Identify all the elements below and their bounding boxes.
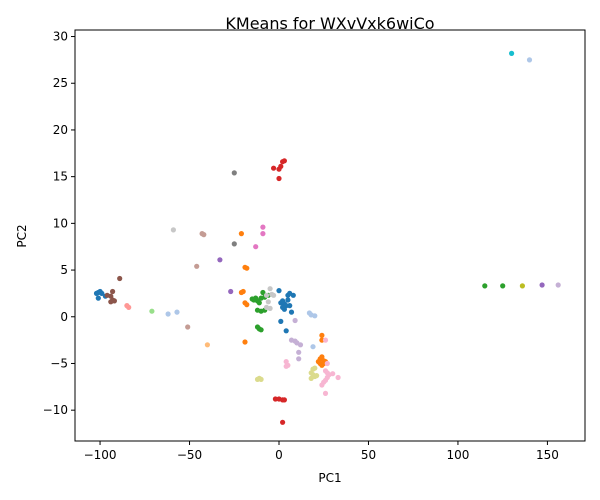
scatter-point <box>283 363 289 369</box>
scatter-point <box>228 288 234 295</box>
scatter-point <box>285 297 291 303</box>
scatter-point <box>111 298 117 304</box>
scatter-point <box>260 289 266 296</box>
scatter-point <box>292 317 298 324</box>
scatter-point <box>500 283 506 289</box>
scatter-point <box>126 304 132 310</box>
chart-title: KMeans for WXvVxk6wiCo <box>225 14 434 33</box>
scatter-point <box>308 375 314 381</box>
y-tick-label: 30 <box>53 30 68 44</box>
scatter-point <box>310 344 316 350</box>
scatter-point <box>324 360 330 367</box>
y-tick-label: −10 <box>43 403 68 417</box>
scatter-point <box>319 382 325 388</box>
scatter-point <box>170 227 176 233</box>
scatter-point <box>335 374 341 381</box>
y-tick-label: 10 <box>53 216 68 230</box>
x-tick-label: 50 <box>361 448 376 462</box>
scatter-point <box>117 275 123 282</box>
scatter-point <box>283 328 289 334</box>
scatter-point <box>256 300 262 306</box>
x-tick-label: −50 <box>177 448 202 462</box>
scatter-point <box>260 231 266 237</box>
scatter-point <box>526 57 533 63</box>
y-tick-label: 20 <box>53 123 68 137</box>
scatter-point <box>231 241 237 247</box>
y-tick-label: 0 <box>60 310 68 324</box>
scatter-point <box>322 337 329 343</box>
scatter-point <box>509 50 515 57</box>
scatter-point <box>288 309 295 315</box>
scatter-point <box>265 299 271 305</box>
scatter-point <box>281 158 287 164</box>
scatter-point <box>204 342 210 348</box>
x-tick-label: 150 <box>536 448 559 462</box>
y-axis-label: PC2 <box>15 224 29 247</box>
scatter-point <box>201 232 207 238</box>
scatter-point <box>110 288 116 295</box>
scatter-point <box>99 290 105 296</box>
scatter-point <box>276 288 282 294</box>
x-axis-ticks: −100 −50 0 50 100 150 <box>84 441 559 462</box>
scatter-point <box>258 327 264 333</box>
scatter-point <box>287 303 293 309</box>
scatter-point <box>149 308 155 314</box>
scatter-point <box>174 309 180 315</box>
scatter-point <box>312 313 318 319</box>
scatter-point <box>238 231 244 237</box>
x-tick-label: 100 <box>446 448 469 462</box>
x-tick-label: 0 <box>275 448 283 462</box>
x-axis-label: PC1 <box>318 471 341 485</box>
scatter-point <box>319 337 325 343</box>
scatter-point <box>296 349 302 355</box>
scatter-point <box>238 289 244 296</box>
x-tick-label: −100 <box>84 448 117 462</box>
scatter-point <box>482 283 488 289</box>
scatter-point <box>271 292 277 298</box>
scatter-point <box>95 295 101 301</box>
scatter-point <box>276 175 282 182</box>
scatter-point <box>244 302 250 308</box>
scatter-point <box>278 318 284 324</box>
scatter-point <box>253 244 259 250</box>
scatter-point <box>244 265 250 271</box>
scatter-point <box>280 304 286 310</box>
y-axis-ticks: −10 −5 0 5 10 15 20 25 30 <box>43 30 75 417</box>
scatter-point <box>519 283 526 289</box>
scatter-point <box>272 396 278 402</box>
scatter-point <box>314 373 320 379</box>
scatter-point <box>296 356 302 362</box>
scatter-point <box>555 282 561 288</box>
scatter-point <box>165 311 171 317</box>
data-points <box>93 50 561 425</box>
scatter-point <box>258 376 264 382</box>
scatter-point <box>231 170 237 176</box>
scatter-point <box>322 390 329 396</box>
y-tick-label: −5 <box>50 356 68 370</box>
scatter-point <box>319 332 325 338</box>
scatter-point <box>194 263 200 269</box>
scatter-point <box>185 324 191 330</box>
scatter-point <box>280 419 286 425</box>
scatter-point <box>217 257 223 263</box>
scatter-point <box>297 342 304 348</box>
scatter-point <box>242 339 248 345</box>
plot-frame <box>74 29 586 442</box>
scatter-point <box>263 292 270 298</box>
scatter-point <box>260 224 266 230</box>
scatter-point <box>263 304 270 310</box>
scatter-point <box>271 165 277 171</box>
y-tick-label: 25 <box>53 76 68 90</box>
scatter-point <box>290 292 296 298</box>
scatter-point <box>312 365 318 371</box>
y-tick-label: 5 <box>60 263 68 277</box>
scatter-point <box>281 397 287 403</box>
scatter-point <box>104 292 110 298</box>
scatter-point <box>276 166 282 172</box>
scatter-point <box>539 282 545 288</box>
scatter-point <box>330 371 336 377</box>
scatter-point <box>267 286 273 292</box>
y-tick-label: 15 <box>53 170 68 184</box>
